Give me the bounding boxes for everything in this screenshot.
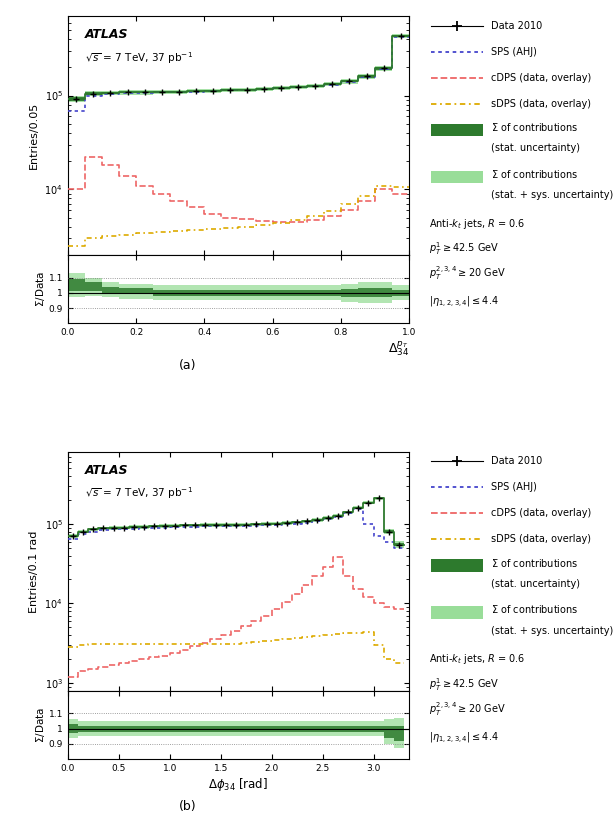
Text: $\Sigma$ of contributions: $\Sigma$ of contributions (491, 604, 578, 615)
Text: (a): (a) (179, 358, 196, 371)
Text: $\Sigma$ of contributions: $\Sigma$ of contributions (491, 168, 578, 180)
Text: (stat. + sys. uncertainty): (stat. + sys. uncertainty) (491, 190, 613, 200)
Bar (431, 606, 484, 619)
Y-axis label: $\Sigma$/Data: $\Sigma$/Data (34, 271, 47, 307)
Text: Anti-$k_t$ jets, $R$ = 0.6: Anti-$k_t$ jets, $R$ = 0.6 (429, 217, 525, 231)
Text: $|\eta_{1,2,3,4}| \leq 4.4$: $|\eta_{1,2,3,4}| \leq 4.4$ (429, 730, 498, 745)
Text: sDPS (data, overlay): sDPS (data, overlay) (491, 534, 591, 544)
Text: SPS (AHJ): SPS (AHJ) (491, 47, 537, 56)
Y-axis label: Entries/0.05: Entries/0.05 (29, 102, 39, 169)
Text: Anti-$k_t$ jets, $R$ = 0.6: Anti-$k_t$ jets, $R$ = 0.6 (429, 653, 525, 667)
Bar (431, 171, 484, 183)
Text: cDPS (data, overlay): cDPS (data, overlay) (491, 73, 591, 82)
Text: $p_T^1 \geq 42.5$ GeV: $p_T^1 \geq 42.5$ GeV (429, 676, 499, 693)
Text: Data 2010: Data 2010 (491, 20, 542, 30)
Text: $\Sigma$ of contributions: $\Sigma$ of contributions (491, 557, 578, 569)
Text: SPS (AHJ): SPS (AHJ) (491, 482, 537, 492)
X-axis label: $\Delta\phi_{34}$ [rad]: $\Delta\phi_{34}$ [rad] (208, 775, 269, 792)
Text: sDPS (data, overlay): sDPS (data, overlay) (491, 99, 591, 109)
Text: $\Sigma$ of contributions: $\Sigma$ of contributions (491, 121, 578, 133)
Text: ATLAS: ATLAS (85, 29, 128, 42)
Y-axis label: Entries/0.1 rad: Entries/0.1 rad (29, 530, 39, 613)
Text: (stat. uncertainty): (stat. uncertainty) (491, 579, 580, 589)
Text: cDPS (data, overlay): cDPS (data, overlay) (491, 508, 591, 518)
Text: (stat. + sys. uncertainty): (stat. + sys. uncertainty) (491, 626, 613, 636)
Text: $|\eta_{1,2,3,4}| \leq 4.4$: $|\eta_{1,2,3,4}| \leq 4.4$ (429, 295, 498, 309)
Text: $\sqrt{s}$ = 7 TeV, 37 pb$^{-1}$: $\sqrt{s}$ = 7 TeV, 37 pb$^{-1}$ (85, 486, 193, 501)
Text: ATLAS: ATLAS (85, 464, 128, 477)
Bar (431, 560, 484, 572)
Text: (stat. uncertainty): (stat. uncertainty) (491, 143, 580, 153)
Text: $p_T^{2,3,4} \geq 20$ GeV: $p_T^{2,3,4} \geq 20$ GeV (429, 700, 506, 717)
Text: $p_T^{2,3,4} \geq 20$ GeV: $p_T^{2,3,4} \geq 20$ GeV (429, 264, 506, 282)
Text: $\Delta_{34}^{p_T}$: $\Delta_{34}^{p_T}$ (388, 340, 409, 359)
Text: Data 2010: Data 2010 (491, 456, 542, 466)
Text: $\sqrt{s}$ = 7 TeV, 37 pb$^{-1}$: $\sqrt{s}$ = 7 TeV, 37 pb$^{-1}$ (85, 50, 193, 65)
Y-axis label: $\Sigma$/Data: $\Sigma$/Data (34, 707, 47, 743)
Text: $p_T^1 \geq 42.5$ GeV: $p_T^1 \geq 42.5$ GeV (429, 240, 499, 257)
Bar (431, 124, 484, 136)
Text: (b): (b) (179, 800, 196, 813)
